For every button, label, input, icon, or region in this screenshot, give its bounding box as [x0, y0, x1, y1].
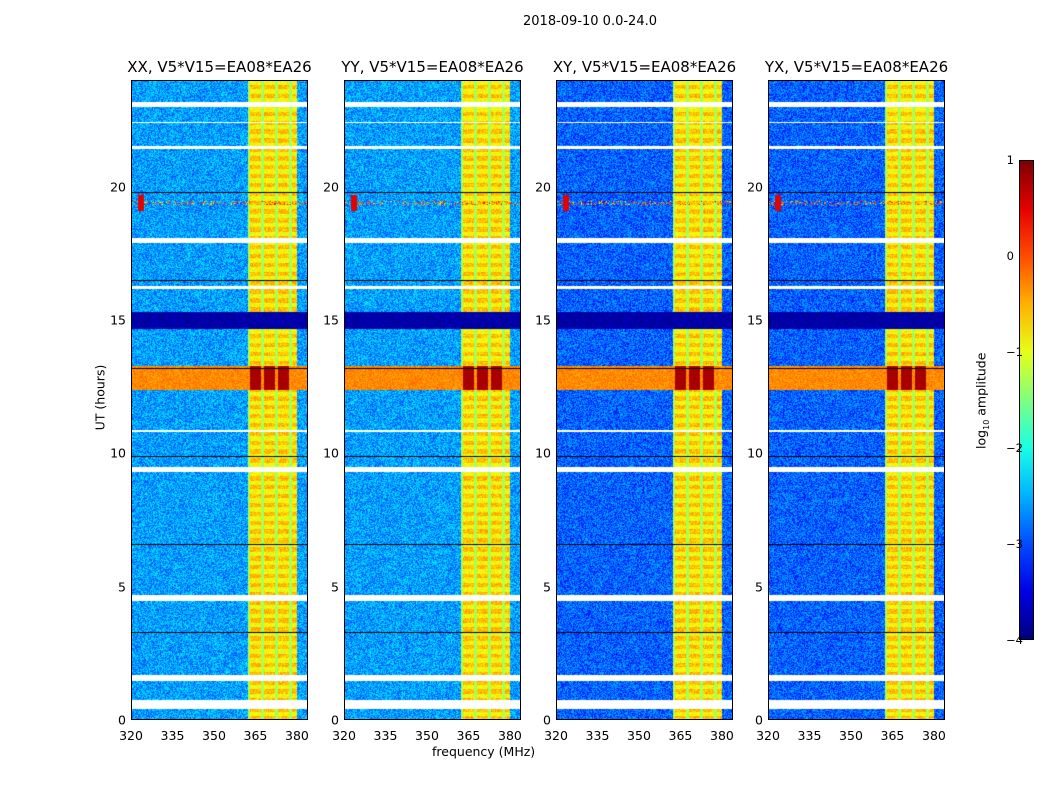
x-tick-label: 335 [373, 728, 398, 743]
x-tick-label: 350 [839, 728, 863, 743]
heatmap-image [768, 80, 945, 720]
x-tick-label: 365 [880, 728, 905, 743]
colorbar-tick-label: −4 [1006, 633, 1023, 647]
y-tick-label: 10 [535, 445, 551, 461]
panel-title: YX, V5*V15=EA08*EA26 [764, 58, 949, 76]
x-tick-label: 335 [160, 728, 185, 743]
x-tick-label: 380 [710, 728, 734, 743]
x-tick-label: 365 [456, 728, 481, 743]
panel-title: XX, V5*V15=EA08*EA26 [127, 58, 312, 76]
panel-title: YY, V5*V15=EA08*EA26 [341, 58, 524, 76]
y-axis-label: UT (hours) [92, 364, 108, 431]
y-tick-label: 20 [110, 179, 126, 195]
y-tick-label: 0 [331, 712, 339, 728]
colorbar-tick-label: 1 [1006, 153, 1014, 167]
x-tick-label: 380 [498, 728, 522, 743]
y-tick-label: 5 [331, 579, 339, 595]
x-tick-label: 365 [243, 728, 268, 743]
y-tick-label: 20 [323, 179, 339, 195]
y-tick-label: 15 [323, 312, 339, 328]
y-tick-label: 20 [747, 179, 763, 195]
y-tick-label: 10 [323, 445, 339, 461]
heatmap-image [344, 80, 521, 720]
heatmap-image [556, 80, 733, 720]
y-tick-label: 15 [535, 312, 551, 328]
spectrogram-panel-2: YY, V5*V15=EA08*EA26 320 335 350 365 380 0 5 10 1… [323, 58, 524, 743]
y-tick-label: 0 [118, 712, 126, 728]
x-tick-label: 350 [415, 728, 439, 743]
spectrogram-panel-4: YX, V5*V15=EA08*EA26 320 335 350 365 380 0 5 10 1… [747, 58, 948, 743]
figure-title: 2018-09-10 0.0-24.0 [523, 14, 657, 29]
colorbar-tick-label: −3 [1006, 537, 1023, 551]
colorbar-label: log10 amplitude [973, 352, 991, 449]
y-tick-label: 15 [110, 312, 126, 328]
colorbar-tick-label: 0 [1006, 249, 1014, 263]
x-tick-label: 335 [797, 728, 822, 743]
spectrogram-panel-1: XX, V5*V15=EA08*EA26 320 335 350 365 380 0 5 10 1… [110, 58, 312, 743]
x-tick-label: 365 [668, 728, 693, 743]
x-tick-label: 380 [922, 728, 946, 743]
x-tick-label: 350 [202, 728, 226, 743]
y-tick-label: 10 [110, 445, 126, 461]
x-tick-label: 380 [285, 728, 309, 743]
y-tick-label: 10 [747, 445, 763, 461]
x-tick-label: 320 [332, 728, 356, 743]
y-tick-label: 5 [755, 579, 763, 595]
panel-title: XY, V5*V15=EA08*EA26 [552, 58, 737, 76]
x-tick-label: 335 [585, 728, 610, 743]
x-tick-label: 320 [119, 728, 143, 743]
x-tick-label: 320 [756, 728, 780, 743]
colorbar-tick-label: −1 [1006, 345, 1023, 359]
x-tick-label: 320 [544, 728, 568, 743]
y-tick-label: 0 [543, 712, 551, 728]
y-tick-label: 5 [543, 579, 551, 595]
x-axis-label: frequency (MHz) [432, 744, 536, 759]
y-tick-label: 5 [118, 579, 126, 595]
x-tick-label: 350 [627, 728, 651, 743]
heatmap-image [131, 80, 308, 720]
y-tick-label: 20 [535, 179, 551, 195]
y-tick-label: 15 [747, 312, 763, 328]
y-tick-label: 0 [755, 712, 763, 728]
colorbar-tick-label: −2 [1006, 441, 1023, 455]
colorbar [1019, 160, 1034, 640]
spectrogram-panel-3: XY, V5*V15=EA08*EA26 320 335 350 365 380 0 5 10 1… [535, 58, 736, 743]
